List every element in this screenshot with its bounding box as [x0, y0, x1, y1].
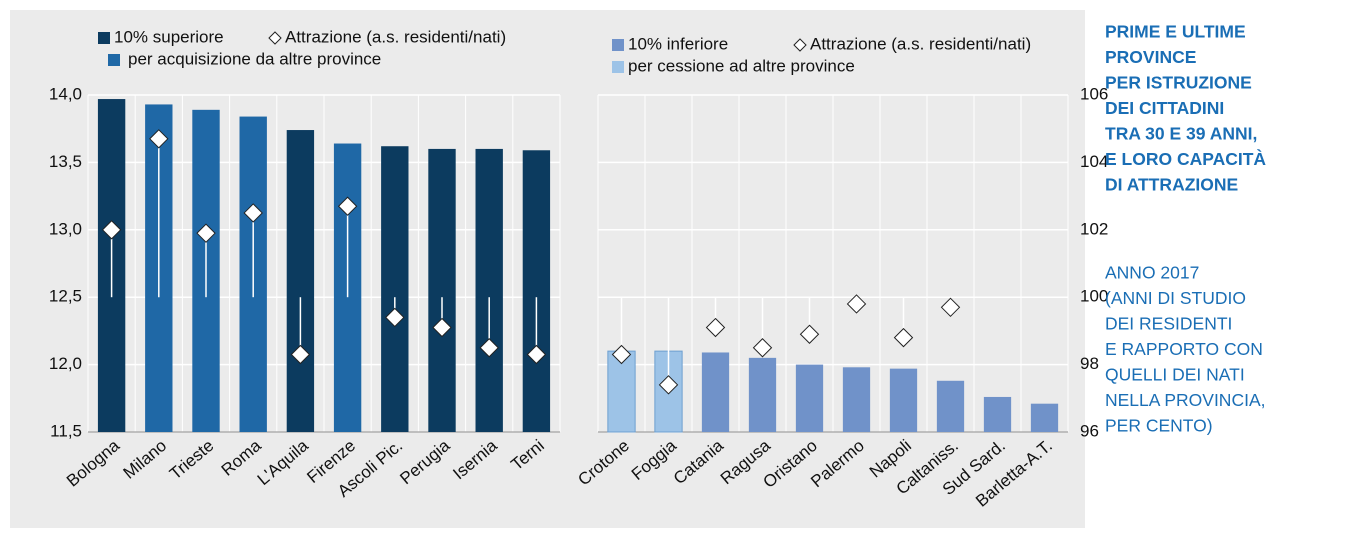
- y2-tick-label: 106: [1080, 84, 1108, 103]
- side-title: E LORO CAPACITÀ: [1105, 148, 1266, 169]
- bar: [286, 130, 315, 432]
- y-tick-label: 12,5: [49, 287, 82, 306]
- side-subtitle: QUELLI DEI NATI: [1105, 365, 1245, 385]
- bar: [889, 368, 918, 432]
- bar: [381, 146, 409, 432]
- diamond: [799, 324, 820, 344]
- side-subtitle: ANNO 2017: [1105, 263, 1199, 283]
- bar: [983, 396, 1012, 432]
- y-tick-label: 13,5: [49, 152, 82, 171]
- legend-swatch: [108, 54, 120, 66]
- bar: [522, 150, 551, 432]
- diamond: [196, 223, 216, 243]
- diamond: [337, 196, 358, 216]
- legend-label: per acquisizione da altre province: [128, 49, 381, 68]
- y-tick-label: 11,5: [50, 421, 82, 440]
- legend-label: Attrazione (a.s. residenti/nati): [285, 27, 506, 46]
- diamond: [101, 220, 122, 240]
- diamond: [385, 307, 405, 328]
- diamond: [658, 375, 679, 395]
- bar: [842, 367, 871, 432]
- legend-swatch: [612, 61, 624, 73]
- diamond: [752, 338, 773, 358]
- legend-diamond: [268, 31, 282, 45]
- bar: [795, 364, 824, 432]
- side-title: PROVINCE: [1105, 47, 1196, 67]
- diamond: [893, 327, 914, 348]
- side-title: TRA 30 E 39 ANNI,: [1105, 124, 1257, 144]
- diamond: [940, 297, 961, 318]
- legend-label: 10% inferiore: [628, 34, 728, 53]
- side-subtitle: E RAPPORTO CON: [1105, 339, 1263, 359]
- legend-diamond: [793, 38, 807, 52]
- y2-tick-label: 100: [1080, 287, 1108, 306]
- bar: [748, 357, 777, 432]
- bar: [475, 148, 503, 433]
- diamond: [149, 129, 169, 149]
- y2-tick-label: 98: [1080, 354, 1099, 373]
- side-title: DEI CITTADINI: [1105, 98, 1224, 118]
- side-subtitle: PER CENTO): [1105, 416, 1213, 436]
- side-title: DI ATTRAZIONE: [1105, 175, 1238, 195]
- y2-tick-label: 104: [1080, 152, 1108, 171]
- diamond: [611, 344, 632, 365]
- y2-tick-label: 96: [1080, 421, 1099, 440]
- diamond: [479, 338, 499, 358]
- side-subtitle: NELLA PROVINCIA,: [1105, 390, 1265, 410]
- diamond: [846, 294, 867, 314]
- legend-swatch: [612, 39, 624, 51]
- side-title: PER ISTRUZIONE: [1105, 73, 1252, 93]
- bar: [701, 352, 730, 432]
- legend-label: Attrazione (a.s. residenti/nati): [810, 34, 1031, 53]
- legend-swatch: [98, 32, 110, 44]
- side-subtitle: DEI RESIDENTI: [1105, 314, 1232, 334]
- diamond: [705, 317, 726, 338]
- legend-label: 10% superiore: [114, 27, 224, 46]
- side-subtitle: (ANNI DI STUDIO: [1105, 288, 1246, 308]
- diamond: [526, 344, 547, 365]
- side-title: PRIME E ULTIME: [1105, 22, 1246, 42]
- y-tick-label: 14,0: [49, 84, 82, 103]
- diamond: [243, 203, 263, 223]
- diamond: [432, 317, 452, 338]
- diamond: [290, 344, 311, 365]
- y-tick-label: 12,0: [49, 354, 82, 373]
- bar: [428, 148, 456, 433]
- y2-tick-label: 102: [1080, 219, 1108, 238]
- y-tick-label: 13,0: [49, 219, 82, 238]
- bar: [936, 380, 965, 432]
- legend-label: per cessione ad altre province: [628, 56, 855, 75]
- bar: [1030, 403, 1059, 432]
